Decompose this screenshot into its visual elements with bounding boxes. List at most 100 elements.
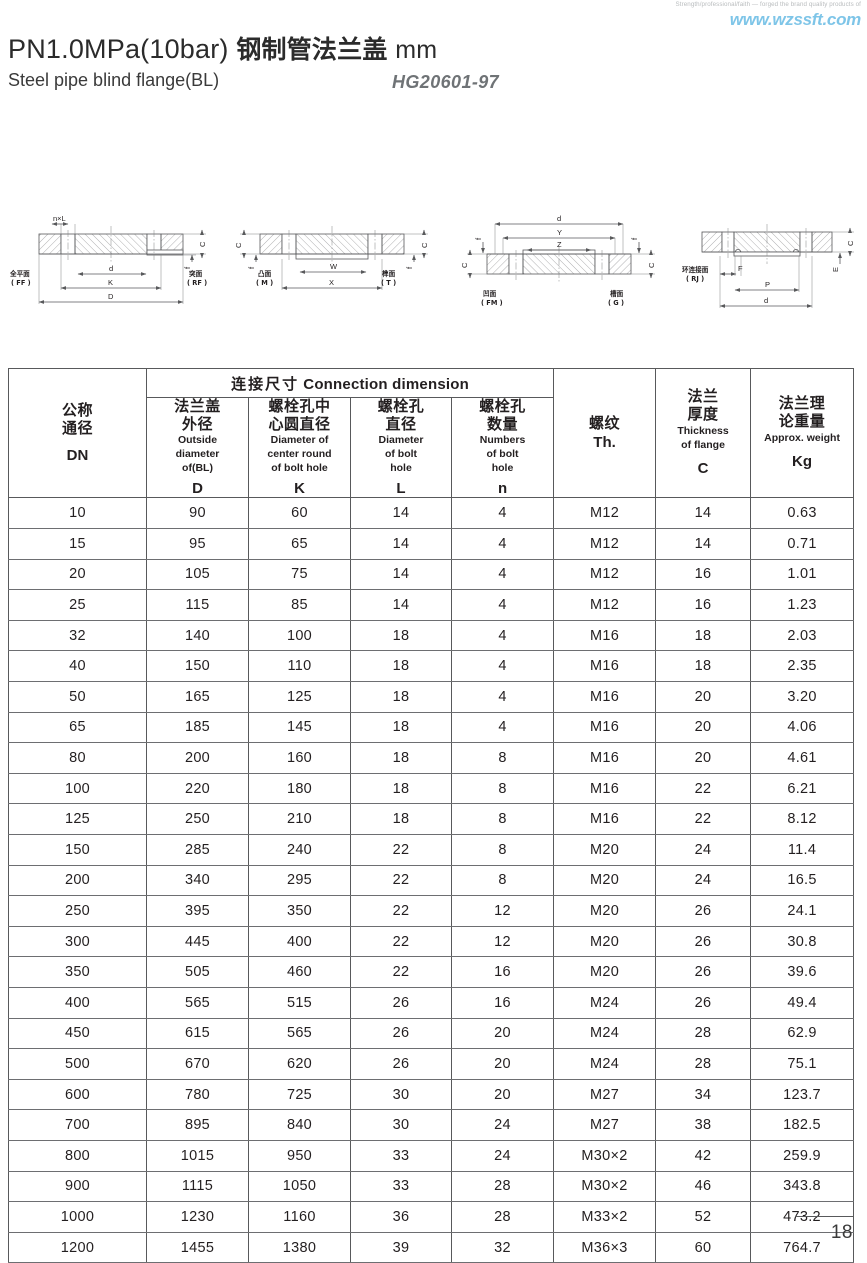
cell-l: 30: [350, 1109, 452, 1141]
cell-d: 220: [146, 772, 249, 805]
cell-c: 16: [655, 558, 752, 591]
cell-c: 34: [655, 1078, 752, 1111]
dim-D: D: [108, 292, 114, 301]
cell-weight: 2.03: [750, 619, 855, 652]
table-row: 800 1015 950 33 24 M30×2 42 259.9: [8, 1139, 855, 1172]
cell-th: M16: [553, 681, 657, 713]
cell-th: M20: [553, 925, 657, 958]
cell-c: 14: [655, 528, 752, 560]
cell-n: 8: [450, 772, 555, 805]
page-subtitle: Steel pipe blind flange(BL): [8, 70, 220, 90]
cell-d: 150: [146, 650, 249, 683]
cell-d: 1015: [146, 1139, 249, 1172]
cell-c: 20: [655, 711, 752, 744]
cell-k: 60: [248, 497, 351, 530]
cell-d: 165: [146, 681, 249, 713]
cell-dn: 900: [8, 1170, 147, 1203]
col-header-n-en-1: Numbers: [479, 434, 526, 447]
label-ff-cn: 全平面: [9, 269, 30, 278]
cell-n: 24: [450, 1139, 555, 1172]
label-m-code: ( M ): [256, 279, 273, 287]
dim-W: W: [330, 262, 338, 271]
cell-l: 22: [350, 864, 452, 897]
cell-c: 18: [655, 650, 752, 683]
col-header-thickness: 法兰 厚度 Thickness of flange C: [655, 367, 752, 499]
cell-k: 1160: [248, 1201, 351, 1233]
cell-c: 46: [655, 1170, 752, 1203]
cell-th: M20: [553, 956, 657, 988]
cell-th: M16: [553, 772, 657, 805]
cell-l: 30: [350, 1078, 452, 1111]
col-header-connection-dimension: 连接尺寸 Connection dimension: [145, 368, 555, 398]
cell-th: M20: [553, 833, 657, 866]
col-header-k-symbol: K: [294, 479, 305, 497]
cell-n: 32: [450, 1231, 555, 1263]
cell-c: 20: [655, 681, 752, 713]
cell-d: 670: [146, 1048, 249, 1080]
cell-n: 4: [450, 589, 555, 621]
cell-k: 950: [248, 1139, 351, 1172]
watermark-url: www.wzssft.com: [729, 10, 862, 29]
cell-weight: 259.9: [750, 1139, 855, 1172]
cell-d: 105: [146, 558, 249, 591]
cell-dn: 500: [8, 1048, 147, 1080]
table-row: 1200 1455 1380 39 32 M36×3 60 764.7: [8, 1231, 855, 1263]
cell-th: M16: [553, 742, 657, 774]
cell-k: 400: [248, 925, 351, 958]
table-row: 450 615 565 26 20 M24 28 62.9: [8, 1017, 855, 1050]
col-header-weight-symbol: Kg: [792, 453, 813, 471]
cell-weight: 24.1: [750, 895, 855, 927]
table-row: 10 90 60 14 4 M12 14 0.63: [8, 497, 855, 530]
cell-n: 28: [450, 1201, 555, 1233]
cell-dn: 400: [8, 986, 147, 1019]
watermark-block: Strength/professional/faith — forged the…: [441, 0, 862, 30]
col-header-l-cn-2: 直径: [385, 414, 417, 433]
cell-dn: 150: [8, 833, 147, 866]
cell-k: 565: [248, 1017, 351, 1050]
cell-th: M24: [553, 1017, 657, 1050]
col-header-thickness-en-2: of flange: [681, 438, 725, 451]
connection-dimension-cn: 连接尺寸: [231, 374, 300, 393]
col-header-bolt-hole-number: 螺栓孔 数量 Numbers of bolt hole n: [450, 396, 555, 499]
table-body: 10 90 60 14 4 M12 14 0.63 15 95 65 14 4 M12 14 0.71 20 10…: [8, 497, 855, 1263]
cell-n: 8: [450, 742, 555, 774]
cell-k: 725: [248, 1078, 351, 1111]
cell-c: 60: [655, 1231, 752, 1263]
cell-weight: 16.5: [750, 864, 855, 897]
cell-dn: 600: [8, 1078, 147, 1111]
cell-n: 28: [450, 1170, 555, 1203]
cell-k: 295: [248, 864, 351, 897]
col-header-bolt-hole-diameter: 螺栓孔 直径 Diameter of bolt hole L: [350, 396, 452, 499]
cell-th: M27: [553, 1109, 657, 1141]
dim-C-right-3: C: [647, 262, 656, 268]
cell-c: 22: [655, 803, 752, 835]
cell-n: 8: [450, 803, 555, 835]
cell-d: 1115: [146, 1170, 249, 1203]
dim-F: F: [738, 264, 743, 273]
cell-n: 20: [450, 1017, 555, 1050]
dim-C-left-3: C: [460, 262, 469, 268]
cell-dn: 80: [8, 742, 147, 774]
connection-dimension-en: Connection dimension: [303, 375, 469, 393]
cell-weight: 2.35: [750, 650, 855, 683]
cell-l: 18: [350, 803, 452, 835]
cell-n: 4: [450, 528, 555, 560]
cell-th: M27: [553, 1078, 657, 1111]
cell-l: 39: [350, 1231, 452, 1263]
label-g-code: ( G ): [608, 299, 624, 307]
col-header-d-en-1: Outside: [177, 434, 218, 447]
col-header-dn-cn-1: 公称: [61, 401, 93, 420]
cell-th: M12: [553, 528, 657, 560]
col-header-k-en-2: center round: [267, 448, 332, 461]
table-head-row-sub: 法兰盖 外径 Outside diameter of(BL) D 螺栓孔中 心圆…: [9, 396, 854, 499]
col-header-k-en-3: of bolt hole: [271, 461, 328, 474]
cell-d: 140: [146, 619, 249, 652]
cell-l: 22: [350, 956, 452, 988]
cell-dn: 25: [8, 589, 147, 621]
cell-d: 895: [146, 1109, 249, 1141]
dim-f-right-3: f: [630, 237, 639, 240]
col-header-l-en-3: hole: [390, 461, 412, 474]
cell-dn: 32: [8, 619, 147, 652]
cell-n: 4: [450, 650, 555, 683]
table-row: 150 285 240 22 8 M20 24 11.4: [8, 833, 855, 866]
